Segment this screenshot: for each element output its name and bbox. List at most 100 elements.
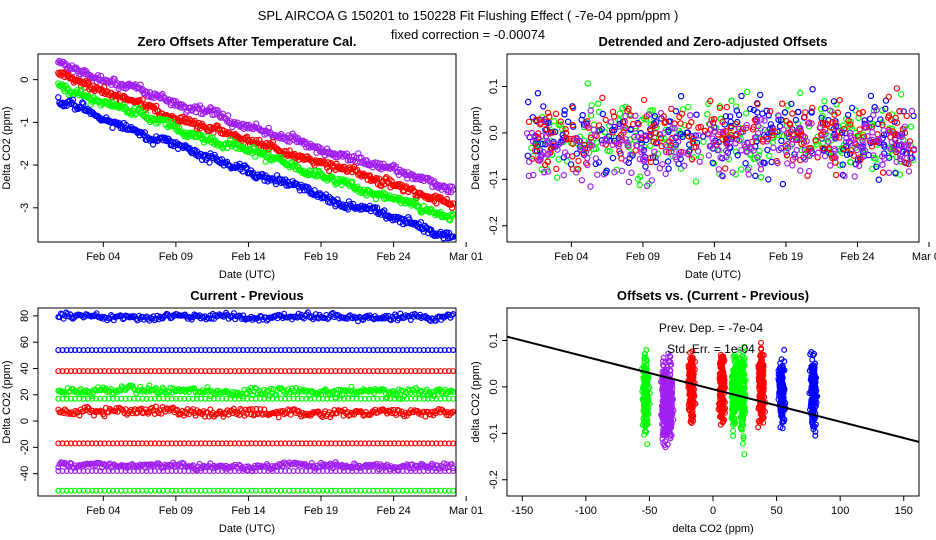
data-point [826,107,834,114]
data-point [206,487,213,494]
data-point [351,411,358,418]
data-point [667,385,674,392]
y-tick-label: -3 [19,203,31,213]
data-point [282,440,289,447]
data-point [779,180,787,188]
data-point [185,468,192,475]
data-point [546,113,553,120]
data-point [732,120,740,128]
data-point [727,124,735,132]
data-point [641,351,648,358]
data-point [139,395,146,402]
data-point [240,487,247,494]
data-point [641,133,648,140]
data-point [808,120,815,127]
y-axis-label: Delta CO2 (ppm) [1,106,13,189]
data-point [378,487,385,494]
data-point [378,468,385,475]
data-point [661,129,668,136]
data-point [324,368,331,375]
data-point [59,81,66,88]
data-point [244,440,251,447]
data-point [632,125,639,132]
data-point [261,440,268,447]
data-point [185,368,192,375]
data-point [866,115,874,123]
data-point [635,121,642,128]
data-point [67,395,74,402]
data-point [541,118,549,126]
data-point [827,162,834,169]
data-point [732,140,739,147]
data-point [378,395,385,402]
data-point [147,347,154,354]
data-point [739,128,747,135]
data-point [552,110,560,118]
data-point [599,94,606,102]
data-point [282,468,289,475]
data-point [615,123,622,130]
data-point [625,105,632,112]
data-point [804,120,812,127]
data-point [660,354,667,361]
data-point [707,97,714,105]
data-point [135,395,142,402]
data-point [112,408,119,415]
data-point [662,118,669,126]
data-point [624,142,631,149]
data-point [202,395,209,402]
data-point [631,133,638,141]
data-point [875,136,883,144]
data-point [80,395,87,402]
data-point [668,105,675,113]
data-point [143,440,150,447]
data-point [240,368,247,375]
x-tick-label: Feb 09 [159,251,193,263]
data-point [336,440,343,447]
data-point [616,136,623,144]
data-point [151,317,158,324]
data-point [822,130,829,137]
data-point [618,167,626,175]
data-point [80,100,87,107]
data-point [442,183,449,190]
data-point [665,402,672,409]
data-point [677,120,684,127]
data-point [806,167,813,175]
data-point [67,368,74,375]
data-point [850,152,858,159]
series-purple [523,106,918,190]
data-point [564,118,572,126]
data-point [788,100,795,108]
data-point [181,395,188,402]
data-point [273,440,280,447]
data-point [893,119,901,126]
data-point [156,368,163,375]
data-point [625,178,633,186]
data-point [727,113,734,120]
data-point [76,412,83,419]
x-tick-label: Mar 01 [449,505,483,517]
x-tick-label: -150 [511,505,533,517]
data-point [448,312,455,319]
data-point [723,147,730,155]
data-point [847,121,854,128]
data-point [836,96,843,104]
data-point [764,146,771,154]
data-point [705,131,712,138]
data-point [177,468,184,475]
y-axis-label: delta CO2 (ppm) [470,361,482,442]
data-point [569,104,577,112]
data-point [240,347,247,354]
data-point [353,407,360,414]
data-point [537,119,545,126]
data-point [294,368,301,375]
data-point [587,107,594,114]
data-point [202,487,209,494]
data-point [710,139,717,146]
data-point [647,107,654,114]
data-point [139,440,146,447]
data-point [776,122,784,130]
data-point [562,129,570,137]
data-point [746,144,753,151]
